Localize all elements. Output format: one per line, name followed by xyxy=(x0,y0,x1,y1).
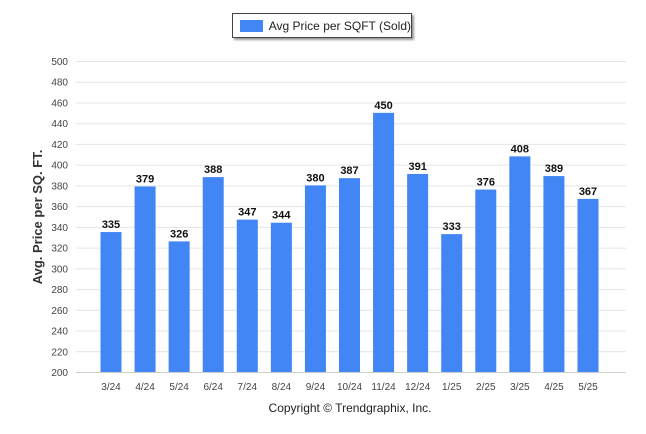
bar xyxy=(509,156,531,372)
y-axis-ticks: 200 220 240 260 280 300 320 340 360 380 400 420 440 4… xyxy=(51,57,68,379)
x-tick-label: 2/25 xyxy=(476,382,496,393)
x-tick-label: 5/24 xyxy=(169,382,189,393)
y-tick-label: 360 xyxy=(51,202,68,213)
data-label: 347 xyxy=(238,207,256,219)
y-tick-label: 380 xyxy=(51,181,68,192)
y-tick-label: 240 xyxy=(51,327,68,338)
copyright-text: Copyright © Trendgraphix, Inc. xyxy=(268,401,432,415)
data-label: 335 xyxy=(102,219,120,231)
y-tick-label: 300 xyxy=(51,264,68,275)
x-tick-label: 10/24 xyxy=(337,382,362,393)
bar xyxy=(202,177,224,372)
y-tick-label: 280 xyxy=(51,285,68,296)
data-label: 376 xyxy=(477,177,495,189)
x-tick-label: 7/24 xyxy=(238,382,258,393)
x-tick-label: 8/24 xyxy=(272,382,292,393)
bar xyxy=(475,189,497,372)
bar xyxy=(168,241,190,372)
x-axis-ticks: 3/24 4/24 5/24 6/24 7/24 8/24 9/24 10/24 11/24 12… xyxy=(101,382,598,393)
x-tick-label: 9/24 xyxy=(306,382,326,393)
bar xyxy=(270,222,292,372)
x-tick-label: 1/25 xyxy=(442,382,462,393)
data-label: 333 xyxy=(443,221,461,233)
data-labels: 335 379 326 388 347 344 380 387 450 391 333 376 408 3… xyxy=(102,100,597,241)
bar xyxy=(134,186,156,372)
data-label: 367 xyxy=(579,186,597,198)
data-label: 380 xyxy=(306,172,324,184)
bar xyxy=(407,173,429,372)
x-tick-label: 3/25 xyxy=(510,382,530,393)
legend-label: Avg Price per SQFT (Sold) xyxy=(268,18,411,33)
bar xyxy=(100,232,122,372)
data-label: 388 xyxy=(204,164,222,176)
x-tick-label: 4/24 xyxy=(135,382,155,393)
legend-swatch xyxy=(240,19,263,32)
y-tick-label: 220 xyxy=(51,347,68,358)
data-label: 389 xyxy=(545,163,563,175)
y-tick-label: 440 xyxy=(51,119,68,130)
bars xyxy=(100,112,599,372)
y-tick-label: 500 xyxy=(51,57,68,68)
x-tick-label: 3/24 xyxy=(101,382,121,393)
y-tick-label: 260 xyxy=(51,306,68,317)
y-tick-label: 200 xyxy=(51,368,68,379)
x-tick-label: 5/25 xyxy=(578,382,598,393)
y-tick-label: 400 xyxy=(51,161,68,172)
data-label: 326 xyxy=(170,228,188,240)
x-tick-label: 6/24 xyxy=(203,382,223,393)
bar xyxy=(373,112,395,372)
y-tick-label: 460 xyxy=(51,98,68,109)
y-tick-label: 480 xyxy=(51,78,68,89)
bar xyxy=(441,234,463,372)
bar xyxy=(339,178,360,372)
data-label: 450 xyxy=(374,100,392,112)
bar xyxy=(577,198,599,372)
x-tick-label: 4/25 xyxy=(544,382,564,393)
y-tick-label: 420 xyxy=(51,140,68,151)
legend: Avg Price per SQFT (Sold) xyxy=(232,13,412,38)
y-tick-label: 320 xyxy=(51,244,68,255)
y-axis-label: Avg. Price per SQ. FT. xyxy=(30,150,45,285)
data-label: 379 xyxy=(136,173,154,185)
bar xyxy=(543,176,565,372)
bar xyxy=(304,185,326,372)
data-label: 391 xyxy=(408,161,426,173)
x-tick-label: 12/24 xyxy=(405,382,430,393)
data-label: 408 xyxy=(511,143,529,155)
y-tick-label: 340 xyxy=(51,223,68,234)
x-tick-label: 11/24 xyxy=(371,382,396,393)
bar xyxy=(236,219,258,372)
data-label: 387 xyxy=(340,165,358,177)
data-label: 344 xyxy=(272,210,291,222)
